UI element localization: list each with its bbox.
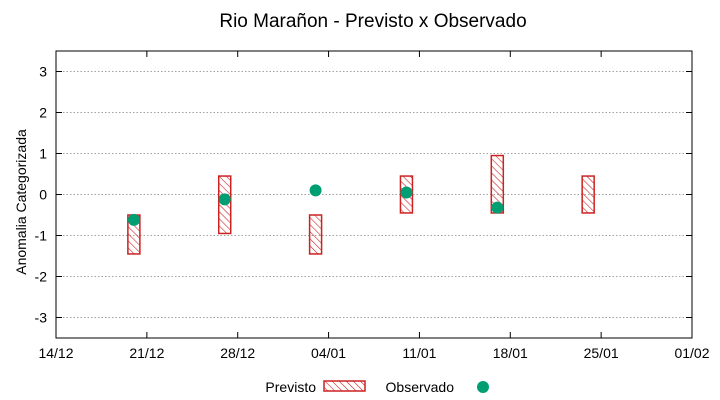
- y-ticks: -3 -2 -1 0 1 2 3: [35, 64, 692, 326]
- legend: Previsto Observado: [265, 379, 489, 395]
- y-axis-label: Anomalia Categorizada: [13, 129, 29, 275]
- x-tick-label: 25/01: [584, 345, 619, 361]
- observado-point: [400, 186, 413, 199]
- y-tick-label: -3: [35, 310, 48, 326]
- previsto-bar: [581, 175, 595, 214]
- x-tick-label: 21/12: [129, 345, 164, 361]
- observado-point: [491, 201, 504, 214]
- y-tick-label: 3: [39, 64, 47, 80]
- chart-title: Rio Marañon - Previsto x Observado: [219, 11, 526, 32]
- legend-observado-marker: [477, 381, 489, 393]
- previsto-bar: [308, 214, 323, 255]
- y-tick-label: 2: [39, 105, 47, 121]
- grid-lines: [56, 71, 692, 318]
- observado-points: [127, 184, 504, 226]
- observado-point: [218, 193, 231, 206]
- x-tick-label: 01/02: [674, 345, 709, 361]
- y-tick-label: 0: [39, 187, 47, 203]
- observado-point: [309, 184, 322, 197]
- observado-point: [127, 213, 140, 226]
- y-tick-label: 1: [39, 146, 47, 162]
- legend-observado-label: Observado: [386, 379, 455, 395]
- x-ticks: 14/12 21/12 28/12 04/01 11/01 18/01 25/01 01/02: [38, 51, 710, 361]
- x-tick-label: 28/12: [220, 345, 255, 361]
- x-tick-label: 14/12: [38, 345, 73, 361]
- legend-previsto-label: Previsto: [265, 379, 316, 395]
- x-tick-label: 11/01: [402, 345, 436, 361]
- previsto-bars: [127, 154, 595, 255]
- legend-previsto-swatch: [323, 380, 366, 392]
- y-tick-label: -2: [35, 269, 48, 285]
- x-tick-label: 04/01: [311, 345, 346, 361]
- x-tick-label: 18/01: [493, 345, 528, 361]
- y-tick-label: -1: [35, 228, 48, 244]
